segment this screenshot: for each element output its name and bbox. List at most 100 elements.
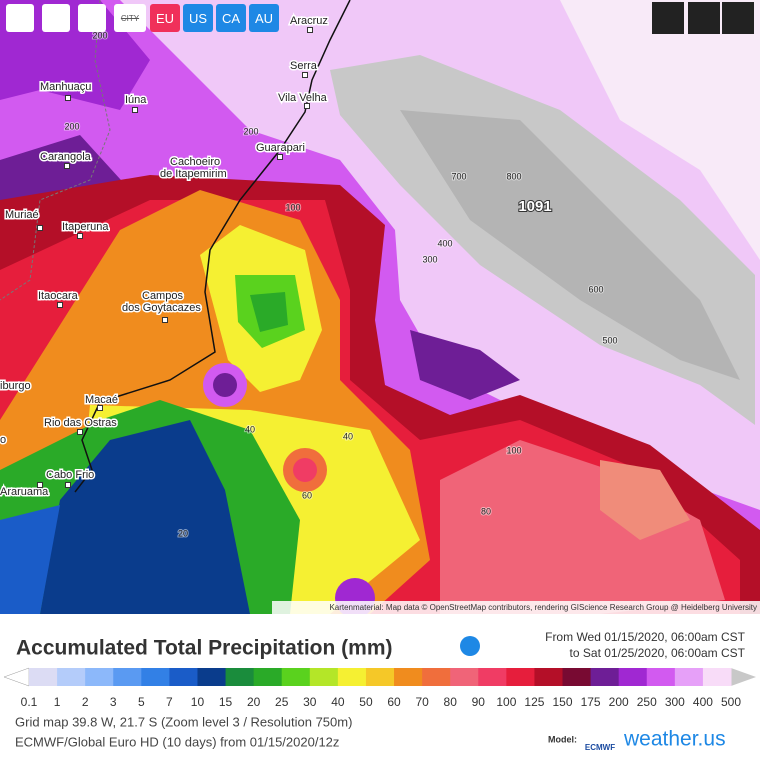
legend-label: 70 (415, 695, 429, 709)
zoom-button[interactable] (78, 4, 106, 32)
city-label: Iúna (125, 94, 147, 106)
contour-label: 700 (451, 171, 466, 181)
legend-label: 1 (54, 695, 61, 709)
contour-label: 100 (506, 445, 521, 455)
legend-low (3, 667, 30, 687)
title: Accumulated Total Precipitation (mm) (16, 637, 393, 660)
city-label: Araruama (0, 486, 49, 498)
city-dot (277, 154, 283, 160)
contour-label: 600 (588, 284, 603, 294)
facebook-button[interactable] (688, 2, 720, 34)
contour-label: 40 (245, 424, 255, 434)
legend-swatch (197, 668, 227, 686)
contour-label: 200 (243, 126, 258, 136)
region (0, 0, 150, 110)
city-label: Guarapari (256, 142, 305, 154)
legend-label: 15 (219, 695, 233, 709)
legend-label: 100 (496, 695, 516, 709)
legend-label: 90 (472, 695, 486, 709)
legend-swatch (57, 668, 86, 686)
contour-label: 200 (64, 121, 79, 131)
period-to: to Sat 01/25/2020, 06:00am CST (570, 646, 746, 660)
model-logo: ECMWF (585, 743, 615, 752)
contour-label: 300 (422, 254, 437, 264)
refresh-button[interactable] (6, 4, 34, 32)
legend-label: 175 (581, 695, 601, 709)
legend-label: 2 (82, 695, 89, 709)
legend-swatch (506, 668, 535, 686)
legend-label: 5 (138, 695, 145, 709)
contour-label: 20 (178, 528, 188, 538)
labels: Aracruz Serra Vila Velha Manhuaçu Iúna Guarap… (0, 13, 619, 539)
region (560, 0, 760, 260)
attribution: Kartenmaterial: Map data © OpenStreetMap… (329, 603, 757, 612)
coastline (74, 0, 351, 493)
contour-label: 800 (506, 171, 521, 181)
contour-label: 40 (343, 431, 353, 441)
city-label: iburgo (0, 380, 31, 392)
legend-label: 80 (444, 695, 458, 709)
download-button[interactable] (722, 2, 754, 34)
site-logo[interactable]: weather.us (623, 728, 726, 751)
legend-swatch (674, 668, 704, 686)
legend-swatch (113, 668, 142, 686)
city-label: Cachoeiro (170, 156, 220, 168)
city-dot (37, 225, 43, 231)
legend-swatch (478, 668, 507, 686)
legend-swatch (141, 668, 170, 686)
contour-label: 100 (285, 202, 300, 212)
legend-label: 300 (665, 695, 685, 709)
city-label: Cabo Frio (46, 469, 94, 481)
city-label: o (0, 434, 6, 446)
info-icon[interactable] (460, 636, 480, 656)
legend-label: 30 (303, 695, 317, 709)
city-button[interactable]: CITY (114, 4, 146, 32)
region (440, 440, 725, 614)
city-dot (57, 302, 63, 308)
map: Aracruz Serra Vila Velha Manhuaçu Iúna Guarap… (0, 0, 760, 614)
city-dot (65, 95, 71, 101)
region-button[interactable]: CA (216, 4, 246, 32)
legend-swatch (85, 668, 114, 686)
region-button[interactable]: EU (150, 4, 180, 32)
legend-swatch (590, 668, 620, 686)
contour-label: 400 (437, 238, 452, 248)
region (600, 460, 690, 540)
legend-label: 60 (387, 695, 401, 709)
twitter-button[interactable] (652, 2, 684, 34)
city-dot (65, 482, 71, 488)
city-label: Itaperuna (62, 221, 109, 233)
model-label: Model: (548, 734, 577, 744)
region-button[interactable]: US (183, 4, 213, 32)
city-dot (97, 405, 103, 411)
globe-button[interactable] (42, 4, 70, 32)
legend-label: 200 (609, 695, 629, 709)
legend-swatch (365, 668, 395, 686)
city-label: Macaé (85, 394, 118, 406)
info-line: ECMWF/Global Euro HD (10 days) from 01/1… (15, 734, 339, 749)
info-line: Grid map 39.8 W, 21.7 S (Zoom level 3 / … (15, 714, 352, 729)
legend-label: 125 (524, 695, 544, 709)
city-dot (307, 27, 313, 33)
legend-swatch (562, 668, 592, 686)
region-button[interactable]: AU (249, 4, 279, 32)
city-label: Vila Velha (278, 92, 328, 104)
contour-label: 200 (92, 30, 107, 40)
legend-label: 0.1 (21, 695, 38, 709)
region (410, 330, 520, 400)
contour-label: 500 (602, 335, 617, 345)
city-dot (77, 429, 83, 435)
contour-label: 60 (302, 490, 312, 500)
city-dot (162, 317, 168, 323)
legend-swatch (337, 668, 367, 686)
city-dot (132, 107, 138, 113)
legend-swatch (450, 668, 479, 686)
legend-label: 250 (637, 695, 657, 709)
legend-label: 40 (331, 695, 345, 709)
legend-high (731, 668, 756, 686)
legend-swatch (534, 668, 564, 686)
legend-swatch (646, 668, 676, 686)
legend-swatch (309, 668, 339, 686)
city-label: Itaocara (38, 290, 79, 302)
